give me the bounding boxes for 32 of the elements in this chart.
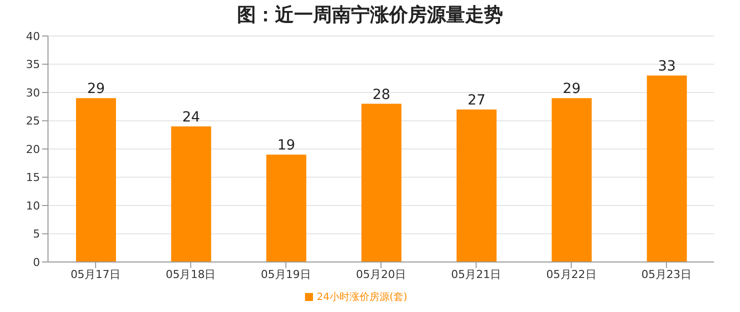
- data-label: 24: [182, 109, 200, 126]
- y-tick-label: 0: [33, 256, 40, 269]
- x-tick-label: 05月17日: [70, 268, 121, 281]
- x-tick-label: 05月20日: [356, 268, 406, 281]
- bar: [266, 154, 306, 262]
- bar: [76, 98, 116, 262]
- x-tick-label: 05月23日: [641, 268, 692, 281]
- y-tick-label: 30: [26, 86, 40, 100]
- bar: [646, 76, 687, 262]
- data-label: 29: [562, 81, 581, 98]
- y-tick-label: 40: [26, 30, 40, 43]
- x-tick-label: 05月19日: [260, 268, 311, 281]
- y-tick-label: 35: [26, 58, 40, 72]
- bar: [171, 126, 212, 262]
- data-label: 27: [468, 92, 486, 108]
- chart-title: 图：近一周南宁涨价房源量走势: [237, 4, 503, 26]
- x-tick-label: 05月21日: [451, 268, 502, 281]
- y-tick-label: 25: [26, 114, 40, 128]
- data-label: 33: [658, 58, 676, 75]
- x-tick-label: 05月22日: [546, 268, 596, 281]
- legend-label: 24小时涨价房源(套): [316, 292, 408, 303]
- bar: [361, 104, 402, 262]
- data-label: 28: [372, 86, 390, 103]
- bar: [552, 98, 592, 262]
- y-tick-label: 5: [33, 228, 40, 241]
- bar: [456, 109, 497, 262]
- data-label: 19: [277, 138, 296, 154]
- x-tick-label: 05月18日: [166, 268, 216, 281]
- data-label: 29: [87, 81, 105, 98]
- y-tick-label: 10: [26, 199, 40, 212]
- y-tick-label: 15: [26, 171, 40, 184]
- y-tick-label: 20: [26, 142, 40, 156]
